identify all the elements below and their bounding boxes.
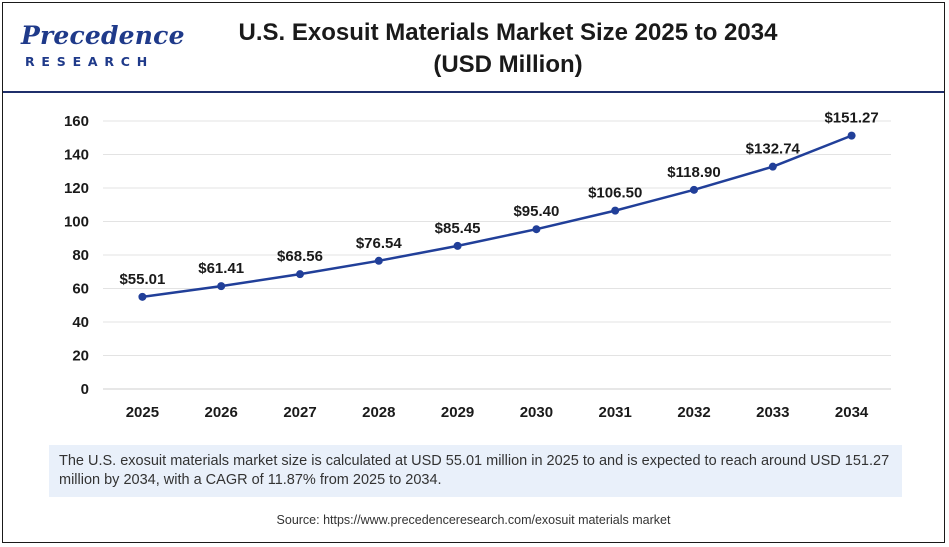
- y-tick-label: 140: [64, 147, 89, 164]
- summary-note: The U.S. exosuit materials market size i…: [49, 445, 902, 497]
- data-label: $132.74: [746, 141, 801, 158]
- data-point: [768, 162, 777, 171]
- y-tick-label: 100: [64, 214, 89, 231]
- brand-logo: Precedence RESEARCH: [21, 21, 185, 75]
- x-tick-label: 2028: [362, 404, 395, 421]
- x-tick-label: 2032: [677, 404, 710, 421]
- x-tick-label: 2034: [835, 404, 869, 421]
- x-tick-label: 2030: [520, 404, 553, 421]
- y-tick-label: 80: [72, 247, 89, 264]
- data-label: $55.01: [119, 271, 165, 288]
- data-point: [847, 131, 856, 140]
- data-point: [138, 292, 147, 301]
- chart-title-line1: U.S. Exosuit Materials Market Size 2025 …: [238, 19, 778, 46]
- data-point: [217, 282, 226, 291]
- header: Precedence RESEARCH U.S. Exosuit Materia…: [3, 3, 944, 93]
- y-tick-label: 160: [64, 113, 89, 130]
- x-tick-label: 2026: [205, 404, 238, 421]
- brand-name: Precedence: [21, 21, 185, 50]
- chart-title-line2: (USD Million): [433, 51, 583, 78]
- y-tick-label: 40: [72, 314, 89, 331]
- series-line: [141, 134, 853, 299]
- data-point: [611, 206, 620, 215]
- data-point: [374, 256, 383, 265]
- x-tick-label: 2033: [756, 404, 789, 421]
- data-label: $106.50: [588, 185, 642, 202]
- x-tick-label: 2027: [283, 404, 316, 421]
- data-point: [296, 270, 304, 279]
- line-chart: 0 20 40 60 80 100 120 140 160 2025 2026 2027 2028 202…: [64, 110, 891, 421]
- data-label: $118.90: [667, 164, 720, 181]
- data-label: $68.56: [277, 248, 323, 265]
- chart-title: U.S. Exosuit Materials Market Size 2025 …: [213, 17, 803, 81]
- data-point: [453, 241, 462, 250]
- data-label: $61.41: [198, 260, 244, 277]
- data-label: $95.40: [513, 203, 559, 220]
- brand-subtitle: RESEARCH: [25, 54, 155, 69]
- data-label: $151.27: [824, 110, 878, 127]
- data-point: [690, 185, 698, 194]
- x-tick-label: 2025: [126, 404, 159, 421]
- source-text: Source: https://www.precedenceresearch.c…: [276, 513, 671, 527]
- y-tick-label: 20: [72, 348, 89, 365]
- x-tick-label: 2029: [441, 404, 474, 421]
- y-tick-label: 0: [81, 381, 89, 398]
- data-label: $85.45: [435, 220, 481, 237]
- y-tick-label: 120: [64, 180, 89, 197]
- y-tick-label: 60: [72, 281, 89, 298]
- data-point: [532, 225, 541, 234]
- data-label: $76.54: [356, 235, 403, 252]
- x-tick-label: 2031: [599, 404, 632, 421]
